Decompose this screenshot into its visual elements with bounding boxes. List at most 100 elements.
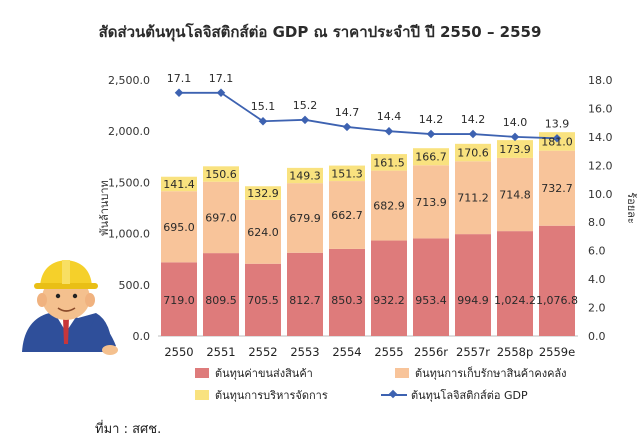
gdp-ratio-point [426,129,436,139]
gdp-ratio-label: 13.9 [545,117,570,130]
legend-label-inventory: ต้นทุนการเก็บรักษาสินค้าคงคลัง [415,367,567,380]
gdp-ratio-label: 14.0 [503,116,528,129]
bar-value-label: 166.7 [415,151,447,164]
bar-value-label: 679.9 [289,212,321,225]
gdp-ratio-line [179,91,558,140]
bar-value-label: 719.0 [163,294,195,307]
bar-segment-s1 [287,183,323,253]
x-tick-label: 2550 [164,345,193,359]
bar-segment-s0 [287,252,323,336]
legend-swatch-inventory [395,368,409,378]
bar-segment-s2 [203,166,239,182]
y-tick-label: 2,000.0 [108,125,150,138]
bar-segment-s2 [287,167,323,184]
gdp-ratio-label: 14.2 [461,113,486,126]
bar-value-label: 150.6 [205,168,237,181]
y2-tick-label: 10.0 [588,188,613,201]
y2-tick-label: 8.0 [588,216,606,229]
bar-value-label: 149.3 [289,170,321,183]
bar-value-label: 932.2 [373,294,405,307]
legend-swatch-transport [195,368,209,378]
bar-value-label: 151.3 [331,167,363,180]
x-tick-label: 2551 [206,345,235,359]
y-axis-title: พันล้านบาท [98,180,111,236]
gdp-ratio-label: 14.7 [335,106,360,119]
top-band [0,0,640,10]
y2-tick-label: 14.0 [588,131,613,144]
bar-value-label: 170.6 [457,147,489,160]
bar-value-label: 812.7 [289,294,321,307]
y-tick-label: 0.0 [133,330,151,343]
y2-tick-label: 0.0 [588,330,606,343]
bar-segment-s2 [245,186,281,200]
bar-value-label: 624.0 [247,226,279,239]
gdp-ratio-point [510,132,520,142]
y2-tick-label: 12.0 [588,159,613,172]
bar-segment-s2 [413,148,449,166]
bar-segment-s2 [371,154,407,171]
bar-segment-s2 [455,143,491,162]
axes: 0.0 500.0 1,000.0 1,500.0 2,000.0 2,500.0 0.0 2… [98,74,638,359]
y-tick-label: 500.0 [119,279,151,292]
y-tick-label: 1,500.0 [108,176,150,189]
gdp-ratio-point [384,126,394,136]
gdp-ratio-point [174,88,184,98]
bar-value-label: 697.0 [205,211,237,224]
x-tick-label: 2555 [374,345,403,359]
legend-label-transport: ต้นทุนค่าขนส่งสินค้า [215,367,313,380]
bar-segment-s2 [161,176,197,192]
x-tick-label: 2556r [414,345,448,359]
legend-item-inventory: ต้นทุนการเก็บรักษาสินค้าคงคลัง [395,364,567,382]
legend-label-gdp-ratio: ต้นทุนโลจิสติกส์ต่อ GDP [411,389,528,402]
bar-value-label: 732.7 [541,182,573,195]
bar-value-label: 809.5 [205,294,237,307]
bar-value-label: 850.3 [331,294,363,307]
legend-item-transport: ต้นทุนค่าขนส่งสินค้า [195,364,313,382]
labels: 719.0 695.0 141.4 809.5 697.0 150.6 705.5 624.0… [163,72,578,307]
bars [161,132,575,336]
y2-axis-title: ร้อยละ [625,192,638,224]
x-tick-label: 2552 [248,345,277,359]
bar-value-label: 173.9 [499,143,531,156]
bar-segment-s2 [497,140,533,158]
bar-value-label: 953.4 [415,294,447,307]
bar-segment-s1 [539,150,575,226]
source-note: ที่มา : สศช. [95,422,162,437]
x-tick-label: 2553 [290,345,319,359]
bar-segment-s0 [497,231,533,336]
x-tick-label: 2554 [332,345,361,359]
y2-tick-label: 18.0 [588,74,613,87]
gdp-ratio-label: 15.2 [293,99,318,112]
bar-value-label: 1,024.2 [494,294,536,307]
bar-segment-s0 [329,248,365,336]
x-tick-label: 2558p [497,345,534,359]
chart-title: สัดส่วนต้นทุนโลจิสติกส์ต่อ GDP ณ ราคาประ… [98,23,542,41]
bar-value-label: 132.9 [247,187,279,200]
bar-segment-s0 [203,253,239,336]
y2-tick-label: 2.0 [588,302,606,315]
bar-value-label: 181.0 [541,135,573,148]
bar-value-label: 994.9 [457,294,489,307]
bar-value-label: 714.8 [499,189,531,202]
y2-tick-label: 6.0 [588,245,606,258]
bar-value-label: 141.4 [163,178,195,191]
bar-value-label: 705.5 [247,294,279,307]
x-tick-label: 2557r [456,345,490,359]
bar-value-label: 713.9 [415,196,447,209]
y-tick-label: 2,500.0 [108,74,150,87]
bar-segment-s1 [413,165,449,239]
bar-value-label: 1,076.8 [536,294,578,307]
bar-segment-s0 [539,225,575,336]
y2-tick-label: 4.0 [588,273,606,286]
y-tick-label: 1,000.0 [108,228,150,241]
gdp-ratio-point [258,117,268,126]
y2-tick-label: 16.0 [588,102,613,115]
bar-value-label: 695.0 [163,221,195,234]
legend-swatch-gdp-ratio [381,390,407,400]
legend-swatch-administration [195,390,209,400]
bar-segment-s1 [161,191,197,263]
gdp-ratio-label: 14.4 [377,110,402,123]
bar-value-label: 711.2 [457,192,489,205]
bar-segment-s0 [161,262,197,336]
